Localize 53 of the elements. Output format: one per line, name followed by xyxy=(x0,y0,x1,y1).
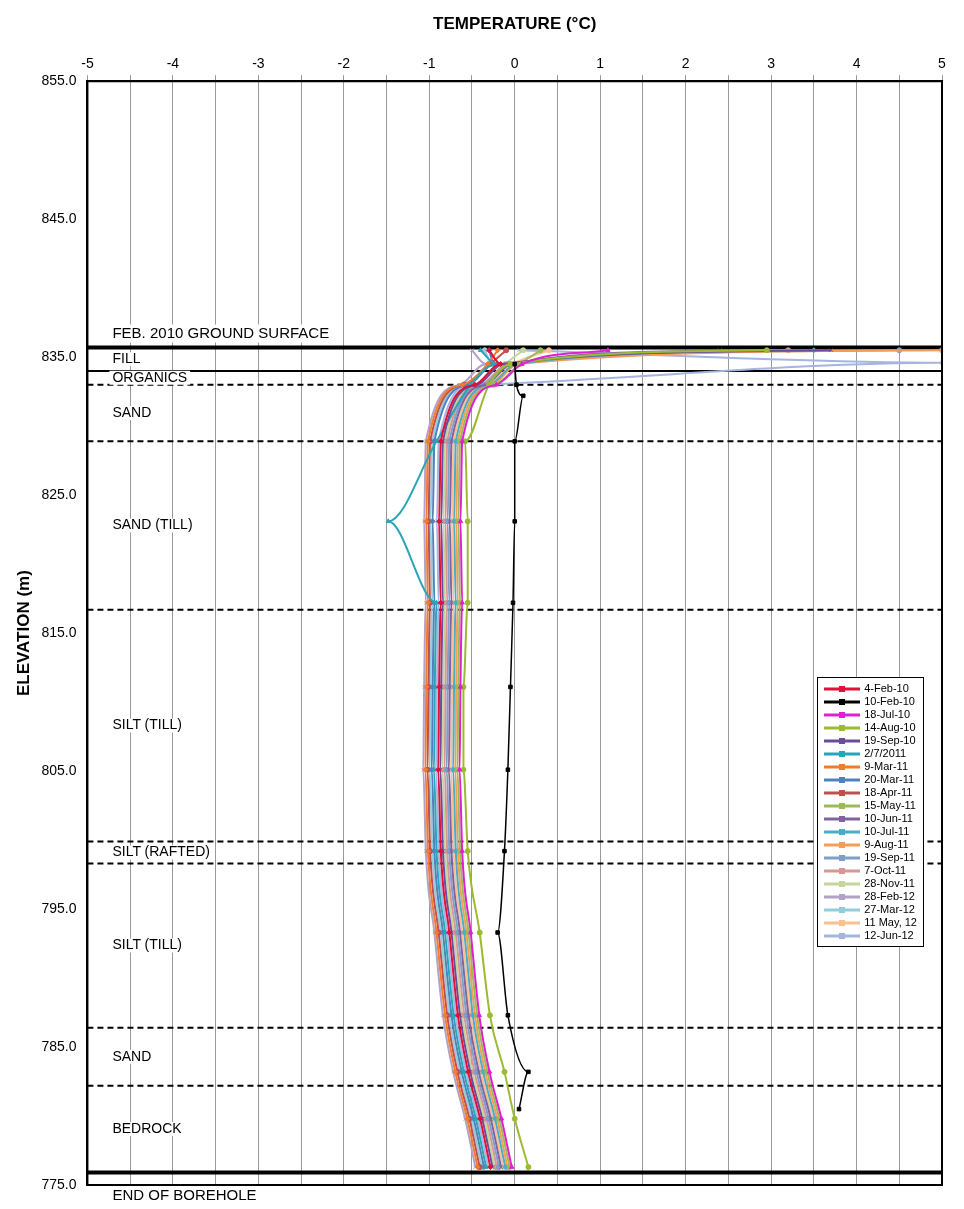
x-tick-label: -4 xyxy=(166,54,180,71)
legend-label: 9-Aug-11 xyxy=(864,838,909,852)
legend-label: 18-Apr-11 xyxy=(864,786,913,800)
ref-line-label: END OF BOREHOLE xyxy=(112,1186,257,1204)
y-tick-label: 815.0 xyxy=(41,623,77,640)
x-tick-label: -3 xyxy=(252,54,265,71)
x-tick-label: -1 xyxy=(423,54,436,71)
y-tick-label: 795.0 xyxy=(41,899,77,916)
annotation: SILT (RAFTED) xyxy=(112,843,210,860)
legend-label: 9-Mar-11 xyxy=(864,760,909,774)
legend-label: 4-Feb-10 xyxy=(864,682,909,696)
y-tick-label: 805.0 xyxy=(41,761,77,778)
x-axis-title: TEMPERATURE (°C) xyxy=(433,13,597,33)
y-tick-label: 845.0 xyxy=(41,210,77,227)
legend-label: 10-Feb-10 xyxy=(864,695,915,709)
annotation: SAND xyxy=(112,403,152,420)
x-tick-label: 5 xyxy=(938,54,947,71)
legend-label: 14-Aug-10 xyxy=(864,721,916,735)
y-axis-title: ELEVATION (m) xyxy=(13,570,33,697)
legend-label: 12-Jun-12 xyxy=(864,929,914,943)
legend-label: 27-Mar-12 xyxy=(864,903,915,917)
legend-label: 10-Jul-11 xyxy=(864,825,910,839)
annotation: SAND (TILL) xyxy=(112,516,193,533)
legend-label: 28-Feb-12 xyxy=(864,890,915,904)
x-tick-label: 3 xyxy=(767,54,776,71)
y-tick-label: 855.0 xyxy=(41,72,77,89)
y-tick-label: 835.0 xyxy=(41,348,77,365)
annotation: SAND xyxy=(112,1047,152,1064)
legend-label: 18-Jul-10 xyxy=(864,708,911,722)
legend-label: 11 May, 12 xyxy=(864,916,917,930)
annotation: ORGANICS xyxy=(112,368,188,385)
x-tick-label: 0 xyxy=(510,54,519,71)
legend-label: 7-Oct-11 xyxy=(864,864,907,878)
ref-line-label: FEB. 2010 GROUND SURFACE xyxy=(112,323,330,341)
annotation: FILL xyxy=(112,350,141,367)
legend-label: 19-Sep-10 xyxy=(864,734,916,748)
x-tick-label: 1 xyxy=(596,54,605,71)
legend-label: 19-Sep-11 xyxy=(864,851,915,865)
legend-label: 20-Mar-11 xyxy=(864,773,915,787)
legend-label: 2/7/2011 xyxy=(864,747,907,761)
y-tick-label: 775.0 xyxy=(41,1175,77,1192)
annotation: SILT (TILL) xyxy=(112,716,182,733)
legend-label: 28-Nov-11 xyxy=(864,877,915,891)
x-tick-label: -5 xyxy=(81,54,94,71)
x-tick-label: 4 xyxy=(852,54,861,71)
y-tick-label: 785.0 xyxy=(41,1037,77,1054)
x-tick-label: -2 xyxy=(337,54,351,71)
x-tick-label: 2 xyxy=(681,54,690,71)
legend-label: 15-May-11 xyxy=(864,799,916,813)
annotation: BEDROCK xyxy=(112,1119,183,1136)
annotation: SILT (TILL) xyxy=(112,936,182,953)
legend-label: 10-Jun-11 xyxy=(864,812,913,826)
y-tick-label: 825.0 xyxy=(41,485,77,502)
